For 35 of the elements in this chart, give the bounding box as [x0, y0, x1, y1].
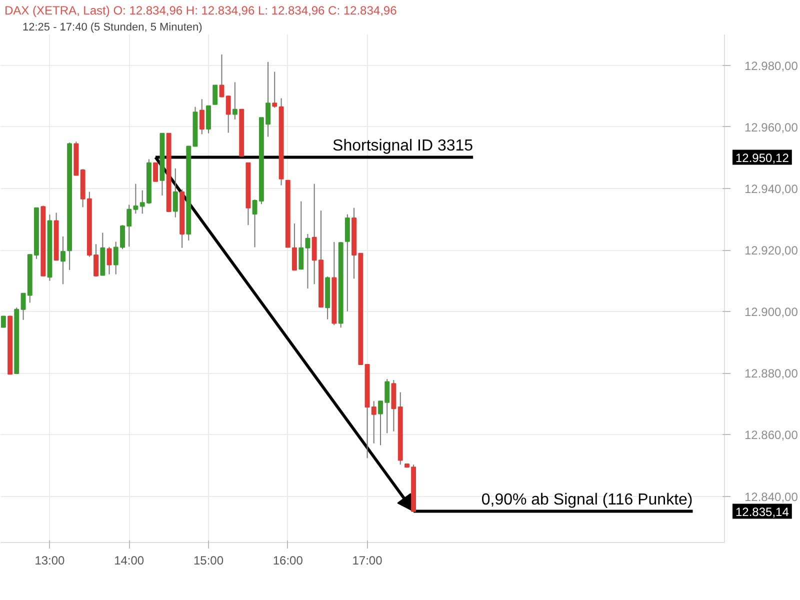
annotation: 0,90% ab Signal (116 Punkte) — [481, 491, 693, 508]
y-tick-label: 12.940,00 — [744, 182, 798, 196]
candlestick — [252, 199, 258, 248]
y-tick-label: 12.840,00 — [744, 490, 798, 504]
text: 12.950,12 — [736, 150, 790, 165]
y-tick-label: 12.900,00 — [744, 305, 798, 320]
chart-title: DAX (XETRA, Last) O: 12.834,96 H: 12.834,96 L: 12.834,96 C: 12.834,96 — [4, 4, 398, 18]
x-tick-label: 15:00 — [193, 554, 224, 568]
y-tick-label: 12.980,00 — [744, 58, 798, 73]
candlestick — [106, 246, 112, 275]
y-tick-label: 12.960,00 — [744, 120, 798, 134]
annotation: Shortsignal ID 3315 — [332, 137, 474, 154]
candlestick — [172, 168, 178, 218]
candlestick — [292, 223, 297, 271]
x-tick-label: 17:00 — [352, 554, 383, 568]
candlestick — [371, 400, 376, 444]
text: 12.835,14 — [736, 504, 790, 519]
y-tick-label: 12.860,00 — [744, 428, 798, 442]
candlestick — [206, 105, 211, 134]
candlestick — [272, 71, 278, 108]
candlestick — [232, 82, 238, 120]
candlestick — [226, 94, 231, 134]
x-tick-label: 14:00 — [114, 554, 144, 568]
candlestick — [60, 236, 66, 285]
candlestick — [344, 214, 350, 312]
candlestick — [199, 98, 204, 135]
y-tick-label: 12.880,00 — [744, 366, 798, 381]
candlestick — [312, 183, 317, 285]
candlestick — [0, 316, 6, 328]
y-tick-label: 12.920,00 — [744, 244, 798, 258]
x-tick-label: 13:00 — [34, 554, 66, 568]
chart-subtitle: 12:25 - 17:40 (5 Stunden, 5 Minuten) — [22, 22, 202, 34]
candlestick — [212, 84, 218, 105]
candlestick — [153, 162, 158, 182]
x-tick-label: 16:00 — [272, 554, 304, 568]
